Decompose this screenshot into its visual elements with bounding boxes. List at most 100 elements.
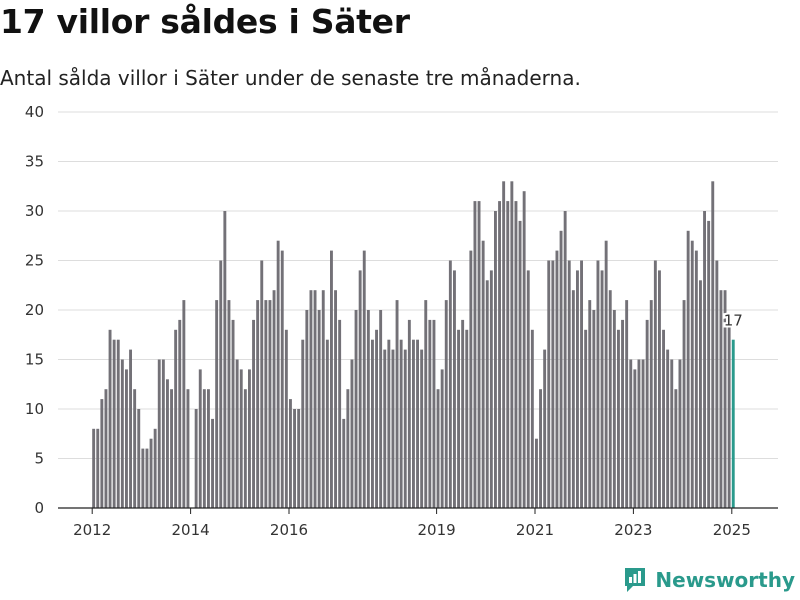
bar bbox=[239, 369, 243, 508]
bar bbox=[526, 270, 530, 508]
y-tick-label: 20 bbox=[25, 301, 44, 319]
x-tick-label: 2019 bbox=[418, 521, 456, 539]
bar bbox=[436, 389, 440, 508]
bar bbox=[305, 310, 309, 508]
bar bbox=[678, 359, 682, 508]
bar bbox=[477, 201, 481, 508]
bar bbox=[719, 290, 723, 508]
bar bbox=[174, 329, 178, 508]
bar bbox=[145, 448, 149, 508]
bar bbox=[100, 399, 104, 508]
bars bbox=[58, 181, 778, 509]
bar bbox=[428, 319, 432, 508]
bar bbox=[690, 240, 694, 508]
bar bbox=[211, 418, 214, 508]
y-axis-ticks: 0 5 10 15 20 25 30 35 40 bbox=[25, 103, 44, 517]
bar bbox=[489, 270, 493, 508]
y-tick-label: 30 bbox=[25, 202, 44, 220]
bar bbox=[625, 300, 629, 508]
bar bbox=[481, 240, 485, 508]
bar bbox=[92, 428, 96, 508]
bar bbox=[231, 319, 235, 508]
bar bbox=[699, 280, 702, 508]
bar bbox=[157, 359, 161, 508]
bar bbox=[539, 389, 542, 508]
bar bbox=[194, 409, 198, 508]
bar bbox=[608, 290, 612, 508]
bar bbox=[280, 250, 284, 508]
bar bbox=[674, 389, 678, 508]
bar bbox=[571, 290, 575, 508]
bar bbox=[576, 270, 579, 508]
bar bbox=[182, 300, 186, 508]
bar bbox=[469, 250, 473, 508]
bar bbox=[219, 260, 223, 508]
bar bbox=[588, 300, 592, 508]
brand-name: Newsworthy bbox=[655, 568, 795, 592]
bar bbox=[440, 369, 444, 508]
bar bbox=[617, 329, 620, 508]
bar bbox=[485, 280, 489, 508]
bar bbox=[727, 319, 731, 508]
bar bbox=[653, 260, 657, 508]
bar bbox=[149, 438, 153, 508]
bar bbox=[547, 260, 551, 508]
bar bbox=[371, 339, 374, 508]
x-tick-label: 2023 bbox=[614, 521, 652, 539]
bar bbox=[387, 339, 391, 508]
bar bbox=[432, 319, 436, 508]
bar bbox=[108, 329, 112, 508]
bar bbox=[584, 329, 588, 508]
x-tick-label: 2021 bbox=[516, 521, 554, 539]
x-tick-label: 2016 bbox=[270, 521, 308, 539]
bar bbox=[297, 409, 301, 508]
bar bbox=[453, 270, 456, 508]
bar bbox=[137, 409, 141, 508]
bar bbox=[600, 270, 604, 508]
bar bbox=[309, 290, 313, 508]
bar bbox=[666, 349, 670, 508]
bar bbox=[366, 310, 370, 508]
bar bbox=[330, 250, 333, 508]
bar bbox=[555, 250, 559, 508]
bar bbox=[658, 270, 661, 508]
bar bbox=[350, 359, 354, 508]
bar bbox=[133, 389, 137, 508]
bar bbox=[264, 300, 268, 508]
bar bbox=[358, 270, 362, 508]
y-tick-label: 5 bbox=[34, 450, 44, 468]
bar bbox=[198, 369, 202, 508]
chart-subtitle: Antal sålda villor i Säter under de sena… bbox=[0, 66, 581, 90]
bar bbox=[227, 300, 231, 508]
bar bbox=[334, 290, 337, 508]
bar bbox=[645, 319, 649, 508]
bar bbox=[424, 300, 428, 508]
bar bbox=[186, 389, 190, 508]
bar bbox=[723, 290, 727, 508]
bar bbox=[448, 260, 452, 508]
bar bbox=[178, 319, 182, 508]
bar bbox=[420, 349, 424, 508]
bar bbox=[465, 329, 469, 508]
bar bbox=[592, 310, 596, 508]
bar bbox=[407, 319, 411, 508]
bar bbox=[268, 300, 272, 508]
bar bbox=[473, 201, 477, 508]
bar bbox=[395, 300, 399, 508]
bar bbox=[256, 300, 260, 508]
bar bbox=[403, 349, 407, 508]
bar bbox=[383, 349, 387, 508]
bar bbox=[170, 389, 173, 508]
x-axis-ticks: 2012 2014 2016 2019 2021 2023 2025 bbox=[73, 508, 751, 539]
bar bbox=[248, 369, 251, 508]
bar bbox=[461, 319, 465, 508]
y-tick-label: 0 bbox=[34, 499, 44, 517]
newsworthy-logo-icon bbox=[625, 568, 646, 592]
bar bbox=[379, 310, 383, 508]
bar bbox=[325, 339, 329, 508]
bar bbox=[530, 329, 534, 508]
bar bbox=[506, 201, 510, 508]
x-tick-label: 2012 bbox=[73, 521, 111, 539]
bar bbox=[112, 339, 116, 508]
